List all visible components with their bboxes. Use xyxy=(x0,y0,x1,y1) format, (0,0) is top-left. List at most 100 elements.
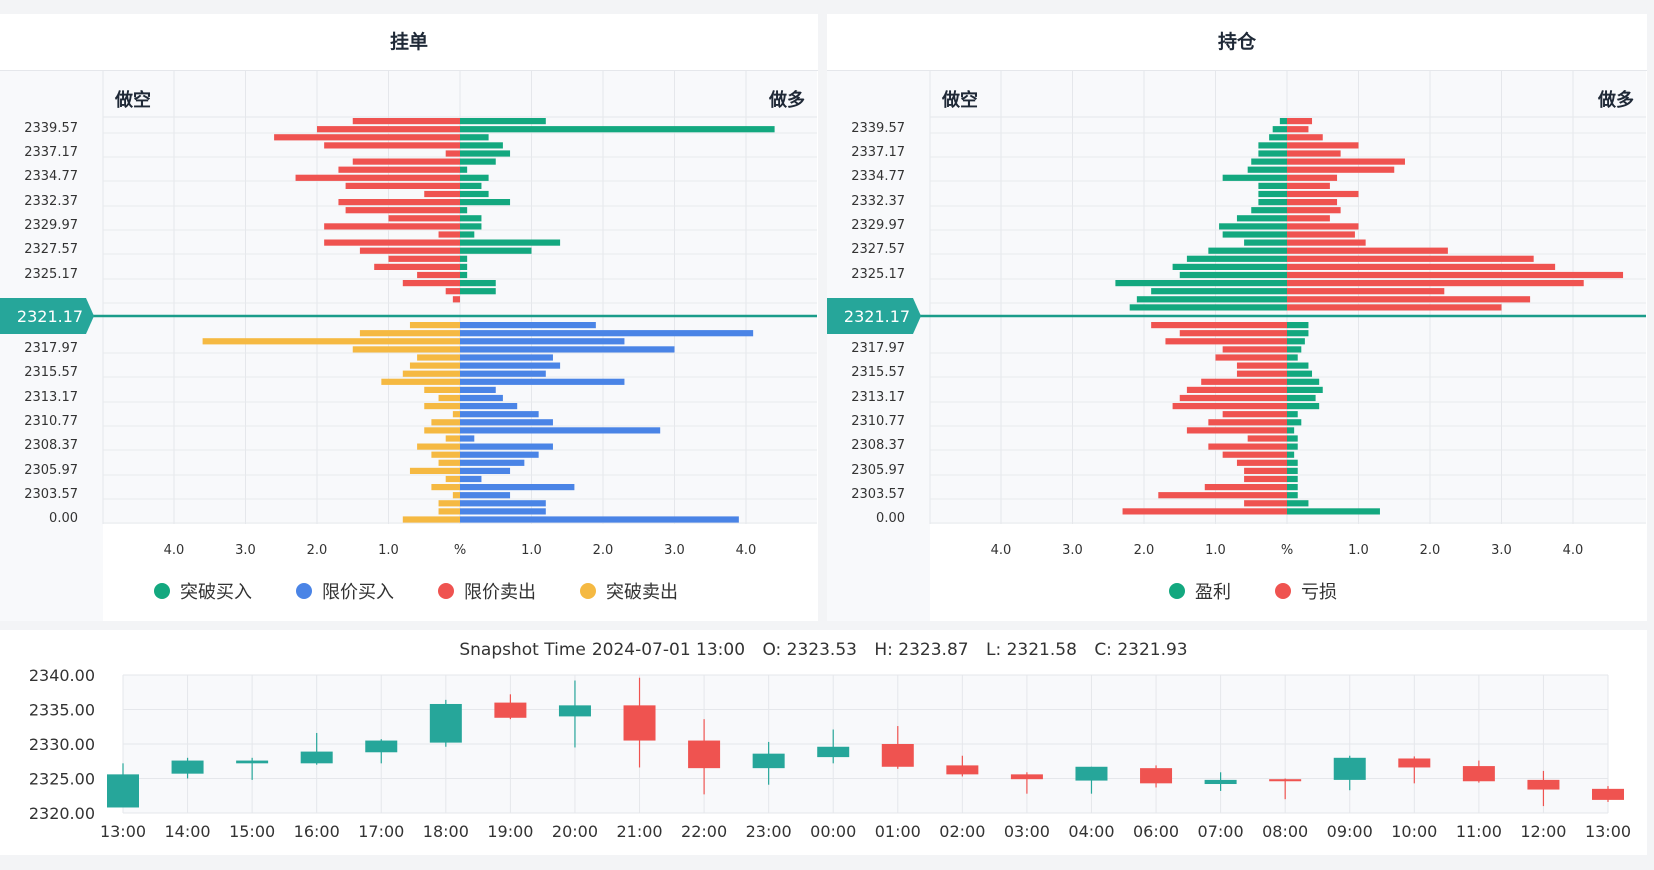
legend-label: 突破卖出 xyxy=(606,582,678,603)
candle-body xyxy=(365,740,398,753)
bar-short-upper xyxy=(324,239,460,246)
bar-short-lower xyxy=(438,508,460,515)
bar-long-upper xyxy=(1287,182,1330,189)
bar-short-lower xyxy=(1179,330,1287,337)
bar-long-lower xyxy=(460,370,546,377)
bar-long-upper xyxy=(460,182,482,189)
candle-body xyxy=(623,705,656,741)
bar-long-lower xyxy=(1287,322,1309,329)
orderbook-title: 挂单 xyxy=(0,14,818,71)
bar-short-upper xyxy=(345,207,460,214)
bar-long-lower xyxy=(1287,500,1309,507)
kline-x-tick: 14:00 xyxy=(165,822,211,841)
kline-x-tick: 18:00 xyxy=(423,822,469,841)
x-tick-label: 2.0 xyxy=(593,543,614,558)
candle-body xyxy=(881,744,914,767)
price-level-label: 2317.97 xyxy=(24,341,78,356)
bar-long-lower xyxy=(460,508,546,515)
price-level-label: 2334.77 xyxy=(24,169,78,184)
long-label: 做多 xyxy=(1597,89,1634,111)
bar-short-lower xyxy=(402,370,460,377)
legend-item-limit-buy[interactable]: 限价买入 xyxy=(296,578,394,604)
candle-body xyxy=(1075,766,1108,781)
bar-short-lower xyxy=(417,443,460,450)
bar-short-upper xyxy=(388,215,460,222)
candle-body xyxy=(817,746,850,758)
bar-long-lower xyxy=(1287,435,1298,442)
positions-price-axis-bg xyxy=(827,71,930,621)
bar-long-upper xyxy=(1287,280,1584,287)
short-label: 做空 xyxy=(114,89,151,111)
bar-long-upper xyxy=(460,263,468,270)
legend-item-profit[interactable]: 盈利 xyxy=(1169,578,1231,604)
price-level-label: 2325.17 xyxy=(24,267,78,282)
bar-short-upper xyxy=(1258,142,1287,149)
price-level-label: 2325.17 xyxy=(851,267,905,282)
bar-short-lower xyxy=(409,362,460,369)
bar-long-upper xyxy=(460,288,496,295)
bar-short-lower xyxy=(452,411,460,418)
bar-long-lower xyxy=(1287,451,1295,458)
bar-long-lower xyxy=(460,516,739,523)
legend-dot xyxy=(1169,583,1185,599)
legend-item-breakout-buy[interactable]: 突破买入 xyxy=(154,578,252,604)
bar-short-upper xyxy=(1247,166,1287,173)
bar-long-lower xyxy=(460,411,539,418)
current-price-badge xyxy=(0,298,94,334)
positions-title: 持仓 xyxy=(827,14,1647,71)
candle-body xyxy=(1527,779,1560,790)
candle-body xyxy=(1592,788,1624,800)
bar-long-upper xyxy=(1287,231,1355,238)
bar-short-lower xyxy=(431,484,460,491)
price-level-label: 2313.17 xyxy=(851,390,905,405)
bar-short-upper xyxy=(1269,134,1287,141)
bar-short-lower xyxy=(1151,322,1287,329)
candle-body xyxy=(1010,774,1043,780)
bar-short-upper xyxy=(1236,215,1287,222)
price-level-label: 2332.37 xyxy=(24,194,78,209)
bar-long-upper xyxy=(460,158,496,165)
bar-long-lower xyxy=(460,346,675,353)
bar-long-lower xyxy=(1287,443,1298,450)
price-level-label: 2339.57 xyxy=(851,121,905,136)
bar-short-upper xyxy=(1186,255,1287,262)
candle-body xyxy=(429,703,462,743)
bar-short-lower xyxy=(1236,370,1287,377)
candle-body xyxy=(171,760,204,774)
x-tick-label: 2.0 xyxy=(307,543,328,558)
bar-short-upper xyxy=(1219,223,1287,230)
legend-item-breakout-sell[interactable]: 突破卖出 xyxy=(580,578,678,604)
snapshot-close: C: 2321.93 xyxy=(1094,640,1188,660)
bar-long-lower xyxy=(460,475,482,483)
bar-long-lower xyxy=(460,322,596,329)
bar-long-upper xyxy=(460,134,489,141)
bar-short-lower xyxy=(445,475,460,483)
bar-short-lower xyxy=(424,386,460,393)
bar-long-upper xyxy=(1287,150,1341,157)
bar-short-upper xyxy=(452,296,460,303)
bar-short-upper xyxy=(1115,280,1287,287)
positions-chart: 做空 做多 4.0 3.0 2.0 1.0% 1.0 2.0 3.0 4.0 2339.57 2337… xyxy=(827,71,1646,558)
x-tick-label: 4.0 xyxy=(736,543,757,558)
bar-long-upper xyxy=(1287,199,1338,206)
price-level-label: 2308.37 xyxy=(24,438,78,453)
candle-body xyxy=(494,702,527,718)
legend-item-limit-sell[interactable]: 限价卖出 xyxy=(438,578,536,604)
kline-x-tick: 16:00 xyxy=(294,822,340,841)
legend-dot xyxy=(1275,583,1291,599)
bar-short-lower xyxy=(352,346,460,353)
long-label: 做多 xyxy=(768,89,805,111)
legend-label: 限价卖出 xyxy=(464,582,536,603)
kline-x-tick: 04:00 xyxy=(1068,822,1114,841)
bar-long-lower xyxy=(1287,362,1309,369)
legend-item-loss[interactable]: 亏损 xyxy=(1275,578,1337,604)
bar-long-lower xyxy=(1287,330,1309,337)
price-level-label: 2310.77 xyxy=(851,414,905,429)
bar-short-lower xyxy=(1158,492,1287,499)
bar-short-upper xyxy=(374,263,460,270)
kline-x-tick: 12:00 xyxy=(1520,822,1566,841)
price-level-label: 0.00 xyxy=(876,511,905,526)
price-level-label: 2329.97 xyxy=(851,218,905,233)
bar-short-upper xyxy=(1222,174,1287,181)
bar-long-lower xyxy=(460,500,546,507)
